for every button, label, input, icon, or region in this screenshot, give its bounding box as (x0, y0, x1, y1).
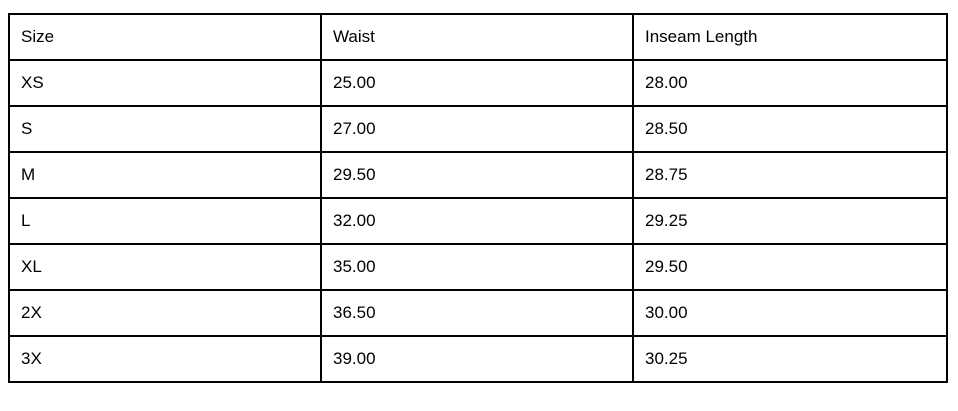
cell-size: XS (8, 59, 322, 107)
table-row: XS 25.00 28.00 (8, 59, 948, 107)
table-row: S 27.00 28.50 (8, 105, 948, 153)
table-row: L 32.00 29.25 (8, 197, 948, 245)
cell-inseam-length: 29.50 (632, 243, 948, 291)
cell-waist: 25.00 (320, 59, 634, 107)
cell-size: S (8, 105, 322, 153)
cell-waist: 35.00 (320, 243, 634, 291)
table-row: 2X 36.50 30.00 (8, 289, 948, 337)
cell-size: M (8, 151, 322, 199)
cell-inseam-length: 30.00 (632, 289, 948, 337)
header-row: Size Waist Inseam Length (8, 13, 948, 61)
cell-size: 3X (8, 335, 322, 383)
cell-inseam-length: 28.00 (632, 59, 948, 107)
table-row: M 29.50 28.75 (8, 151, 948, 199)
table-row: XL 35.00 29.50 (8, 243, 948, 291)
cell-waist: 29.50 (320, 151, 634, 199)
cell-inseam-length: 29.25 (632, 197, 948, 245)
cell-waist: 32.00 (320, 197, 634, 245)
cell-waist: 36.50 (320, 289, 634, 337)
header-waist: Waist (320, 13, 634, 61)
table-row: 3X 39.00 30.25 (8, 335, 948, 383)
cell-size: XL (8, 243, 322, 291)
header-inseam-length: Inseam Length (632, 13, 948, 61)
cell-inseam-length: 28.75 (632, 151, 948, 199)
cell-inseam-length: 28.50 (632, 105, 948, 153)
cell-size: L (8, 197, 322, 245)
cell-waist: 39.00 (320, 335, 634, 383)
cell-size: 2X (8, 289, 322, 337)
size-chart-table: Size Waist Inseam Length XS 25.00 28.00 S 27… (8, 13, 948, 383)
cell-inseam-length: 30.25 (632, 335, 948, 383)
header-size: Size (8, 13, 322, 61)
cell-waist: 27.00 (320, 105, 634, 153)
